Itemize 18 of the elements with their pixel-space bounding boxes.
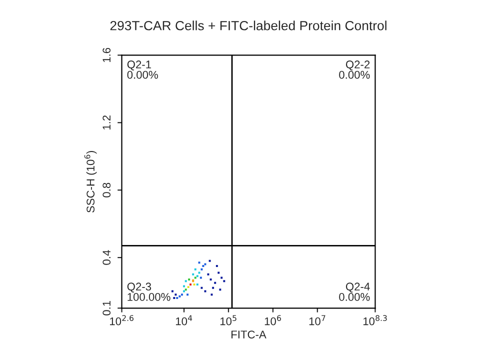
chart-title: 293T-CAR Cells + FITC-labeled Protein Control (110, 20, 386, 30)
x-tick-label: 10$^{8.3}$ (363, 315, 387, 326)
x-axis-title: FITC-A (232, 330, 266, 338)
y-tick-label: 0.4 (102, 250, 111, 265)
x-tick-label: 10$^{6}$ (264, 315, 281, 326)
annotation: Q2-4 0.00% (339, 282, 370, 301)
annotation: Q2-2 0.00% (339, 60, 370, 79)
annotation: Q2-1 0.00% (127, 60, 158, 79)
y-axis-title: SSC-H (10$^{6}$) (84, 150, 97, 213)
y-tick-label: 0.8 (102, 182, 111, 198)
x-tick-label: 10$^{2.6}$ (110, 315, 134, 326)
x-tick-label: 10$^{7}$ (309, 315, 326, 326)
x-tick-label: 10$^{4}$ (176, 315, 192, 326)
y-tick-label: 1.6 (102, 48, 111, 62)
x-tick-label: 10$^{5}$ (220, 315, 236, 326)
y-tick-label: 1.2 (102, 115, 110, 130)
annotation: Q2-3 100.00% (127, 282, 170, 301)
y-tick-label: 0.1 (102, 300, 111, 316)
